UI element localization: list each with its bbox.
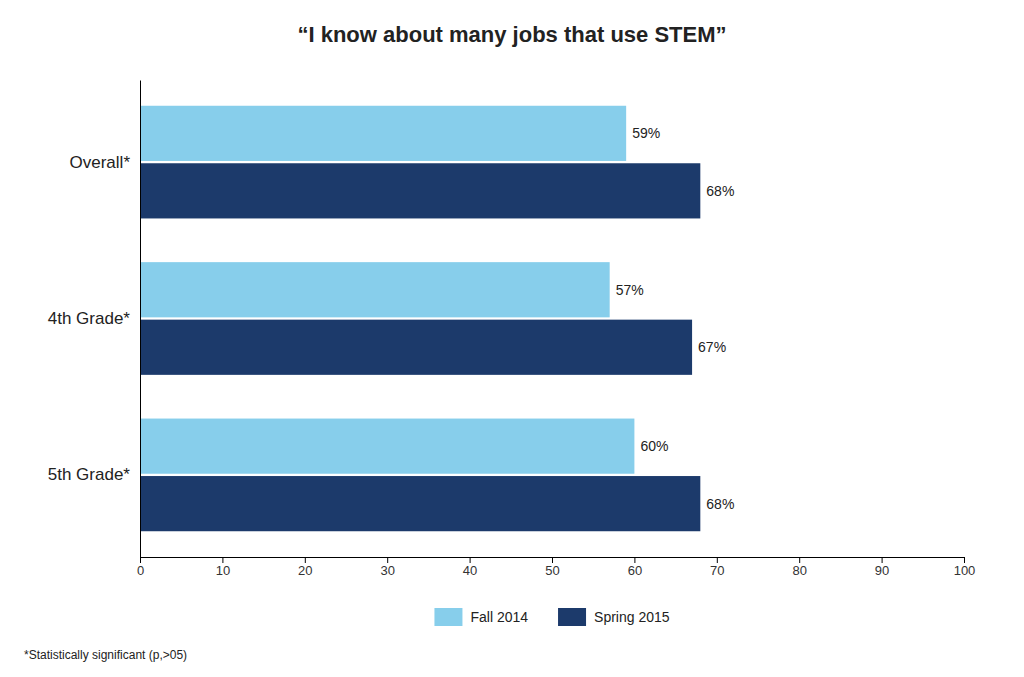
chart: 0 10 20 30 40 50 60 70 80 90 100 Overall* 4th Grade*… [0, 0, 1024, 677]
x-tick: 30 [380, 557, 394, 578]
footnote: *Statistically significant (p,>05) [24, 648, 187, 662]
bar-series [140, 106, 634, 474]
x-tick-label: 60 [628, 563, 642, 578]
bars [140, 106, 700, 531]
x-tick-label: 40 [463, 563, 477, 578]
x-tick-label: 90 [875, 563, 889, 578]
legend: Fall 2014 Spring 2015 [434, 608, 669, 626]
y-tick: Overall* [70, 153, 140, 172]
bar-series [140, 163, 700, 531]
x-tick-mark [964, 557, 965, 563]
y-tick-label: 5th Grade* [48, 465, 131, 484]
plot: 0 10 20 30 40 50 60 70 80 90 100 Overall* 4th Grade*… [48, 81, 976, 579]
bar [140, 262, 610, 317]
x-tick-label: 30 [380, 563, 394, 578]
legend-label: Spring 2015 [594, 609, 670, 625]
x-tick-label: 80 [792, 563, 806, 578]
legend-swatch [558, 608, 586, 626]
y-axis-line [140, 81, 141, 558]
x-tick: 90 [875, 557, 889, 578]
y-tick-label: 4th Grade* [48, 309, 131, 328]
x-tick: 100 [954, 557, 976, 578]
x-tick-mark [222, 557, 223, 563]
x-tick-mark [634, 557, 635, 563]
data-label: 59% [632, 125, 660, 141]
x-tick: 0 [137, 557, 144, 578]
x-tick: 80 [792, 557, 806, 578]
x-tick-label: 20 [298, 563, 312, 578]
x-tick: 70 [710, 557, 724, 578]
x-tick: 60 [628, 557, 642, 578]
x-axis: 0 10 20 30 40 50 60 70 80 90 100 [137, 557, 975, 578]
bar [140, 106, 626, 161]
data-labels: 59% 57% 60% 68% 67% 68% [616, 125, 735, 511]
data-label: 68% [706, 496, 734, 512]
y-axis: Overall* 4th Grade* 5th Grade* [48, 81, 141, 558]
legend-item: Spring 2015 [558, 608, 670, 626]
bar [140, 419, 634, 474]
x-tick-mark [140, 557, 141, 563]
x-tick-mark [882, 557, 883, 563]
bar [140, 476, 700, 531]
x-tick-mark [717, 557, 718, 563]
x-tick-label: 0 [137, 563, 144, 578]
x-tick: 20 [298, 557, 312, 578]
x-tick-mark [387, 557, 388, 563]
x-tick-label: 50 [545, 563, 559, 578]
data-label: 60% [640, 438, 668, 454]
bar [140, 320, 692, 375]
bar [140, 163, 700, 218]
x-tick-mark [552, 557, 553, 563]
x-tick-label: 10 [216, 563, 230, 578]
x-axis-line [141, 558, 965, 564]
x-tick-label: 100 [954, 563, 976, 578]
x-tick: 50 [545, 557, 559, 578]
x-tick-label: 70 [710, 563, 724, 578]
y-tick-label: Overall* [70, 153, 131, 172]
y-tick: 4th Grade* [48, 309, 140, 328]
x-tick-mark [470, 557, 471, 563]
x-tick: 10 [216, 557, 230, 578]
x-tick-mark [799, 557, 800, 563]
legend-label: Fall 2014 [470, 609, 528, 625]
y-tick: 5th Grade* [48, 465, 140, 484]
legend-item: Fall 2014 [434, 608, 528, 626]
x-tick-mark [305, 557, 306, 563]
title: “I know about many jobs that use STEM” [297, 22, 726, 47]
data-label: 67% [698, 339, 726, 355]
data-label: 68% [706, 183, 734, 199]
legend-swatch [434, 608, 462, 626]
data-label: 57% [616, 282, 644, 298]
x-tick: 40 [463, 557, 477, 578]
